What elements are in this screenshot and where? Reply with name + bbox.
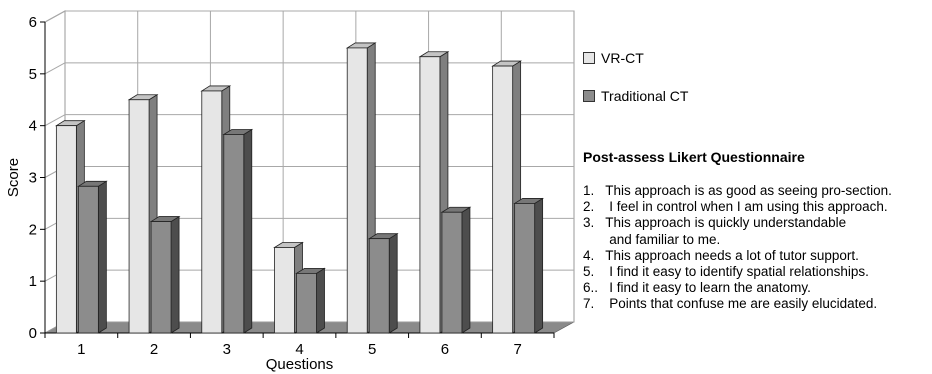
- y-tick-label: 4: [29, 118, 37, 135]
- bar-side: [388, 232, 398, 334]
- x-tick-label: 1: [77, 341, 85, 358]
- bar-front: [296, 272, 317, 334]
- gridline-side: [44, 114, 66, 127]
- bar-front: [128, 99, 150, 334]
- bar-side: [170, 215, 180, 334]
- y-tick-label: 6: [29, 14, 37, 31]
- gridline-side: [44, 62, 66, 75]
- bar-traditional-ct: [513, 197, 545, 334]
- y-axis-title: Score: [5, 158, 22, 197]
- legend-item-vr-ct: VR-CT: [583, 50, 644, 66]
- questionnaire-item: 4. This approach needs a lot of tutor su…: [583, 247, 859, 263]
- x-axis-title: Questions: [266, 356, 334, 373]
- x-tick-label: 2: [150, 341, 158, 358]
- bar-front: [419, 56, 441, 334]
- bar-traditional-ct: [76, 180, 108, 334]
- bar-front: [55, 125, 77, 334]
- x-tick-label: 6: [441, 341, 449, 358]
- bar-traditional-ct: [367, 232, 399, 334]
- legend-label-traditional-ct: Traditional CT: [601, 88, 689, 104]
- x-tick-label: 7: [513, 341, 521, 358]
- bar-side: [534, 197, 544, 334]
- bar-side: [243, 128, 253, 334]
- bar-front: [492, 65, 514, 334]
- x-tick-label: 5: [368, 341, 376, 358]
- bar-front: [346, 47, 368, 334]
- legend-swatch-traditional-ct: [583, 90, 595, 102]
- bar-side: [461, 206, 471, 334]
- questionnaire-item: 1. This approach is as good as seeing pr…: [583, 183, 892, 198]
- bar-traditional-ct: [149, 215, 181, 334]
- bar-side: [97, 180, 107, 334]
- questionnaire-title: Post-assess Likert Questionnaire: [583, 149, 805, 165]
- bar-front: [150, 221, 172, 334]
- y-tick-label: 2: [29, 221, 37, 238]
- legend-swatch-vr-ct: [583, 52, 595, 64]
- bar-front: [514, 203, 536, 334]
- legend-label-vr-ct: VR-CT: [601, 50, 644, 66]
- bar-side: [316, 267, 325, 334]
- bar-front: [77, 185, 99, 334]
- y-tick-label: 5: [29, 66, 37, 83]
- questionnaire-item: and familiar to me.: [583, 231, 721, 247]
- bar-front: [223, 134, 245, 334]
- bar-chart: 0 1 2 3 4 5 6 1 2 3 4 5 6 7 Questions Score: [5, 10, 575, 373]
- y-tick-label: 3: [29, 170, 37, 187]
- questionnaire-list: 1. This approach is as good as seeing pr…: [583, 183, 892, 313]
- questionnaire-item: 3. This approach is quickly understandab…: [583, 215, 847, 231]
- bar-front: [368, 238, 390, 334]
- bar-front: [441, 211, 463, 334]
- y-tick-label: 1: [29, 273, 37, 290]
- questionnaire-item: 6.. I find it easy to learn the anatomy.: [583, 280, 811, 296]
- x-tick-label: 3: [223, 341, 231, 358]
- bar-traditional-ct: [295, 267, 326, 334]
- legend-item-traditional-ct: Traditional CT: [583, 88, 688, 104]
- bar-front: [274, 247, 295, 334]
- questionnaire-item: 7. Points that confuse me are easily elu…: [583, 296, 878, 312]
- gridline-side: [44, 10, 66, 23]
- bar-traditional-ct: [222, 128, 254, 334]
- bar-front: [201, 90, 223, 334]
- y-tick-label: 0: [29, 325, 37, 342]
- x-tick-label: 4: [295, 341, 303, 358]
- questionnaire-item: 5. I find it easy to identify spatial re…: [583, 264, 869, 280]
- questionnaire-item: 2. I feel in control when I am using thi…: [583, 199, 888, 215]
- bar-traditional-ct: [440, 206, 472, 334]
